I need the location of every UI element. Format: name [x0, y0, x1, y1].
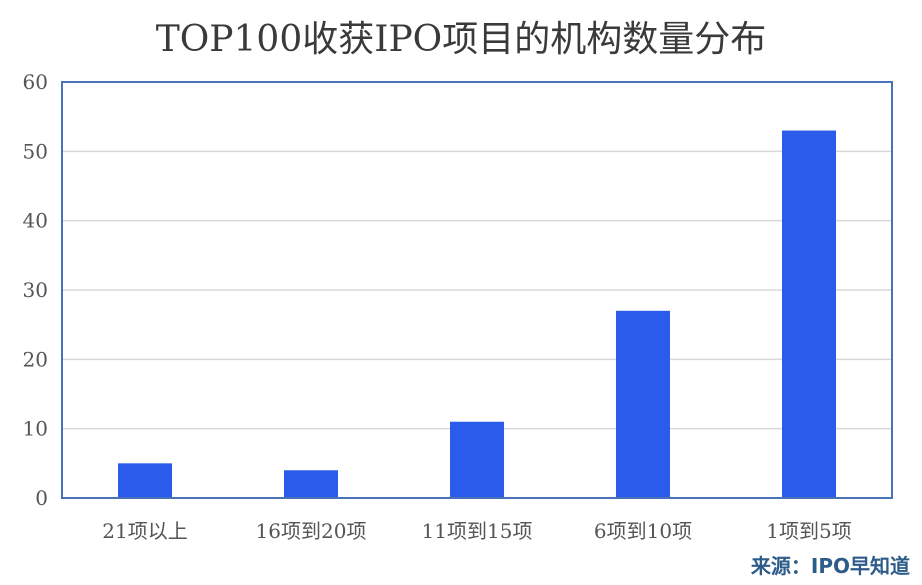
plot-frame [61, 81, 893, 499]
bar [616, 310, 670, 498]
x-category-label: 6项到10项 [594, 519, 692, 543]
y-tick-label: 10 [23, 417, 48, 441]
x-category-label: 16项到20项 [256, 519, 367, 543]
x-category-label: 11项到15项 [422, 519, 533, 543]
y-tick-label: 50 [23, 139, 48, 163]
y-axis-ticks: 0 10 20 30 40 50 60 [23, 70, 48, 510]
y-tick-label: 20 [23, 347, 48, 371]
gridlines [62, 150, 892, 430]
x-axis-categories: 21项以上 16项到20项 11项到15项 6项到10项 1项到5项 [102, 519, 851, 543]
source-note: 来源：IPO早知道 [750, 554, 910, 578]
bars [118, 130, 836, 499]
chart-title: TOP100收获IPO项目的机构数量分布 [155, 19, 767, 60]
bar [450, 421, 504, 498]
bar [284, 470, 338, 498]
y-tick-label: 0 [35, 486, 48, 510]
y-tick-label: 60 [23, 70, 48, 94]
x-category-label: 1项到5项 [766, 519, 851, 543]
x-category-label: 21项以上 [102, 519, 187, 543]
y-tick-label: 30 [23, 278, 48, 302]
bar [118, 463, 172, 498]
bar [782, 130, 836, 499]
y-tick-label: 40 [23, 209, 48, 233]
